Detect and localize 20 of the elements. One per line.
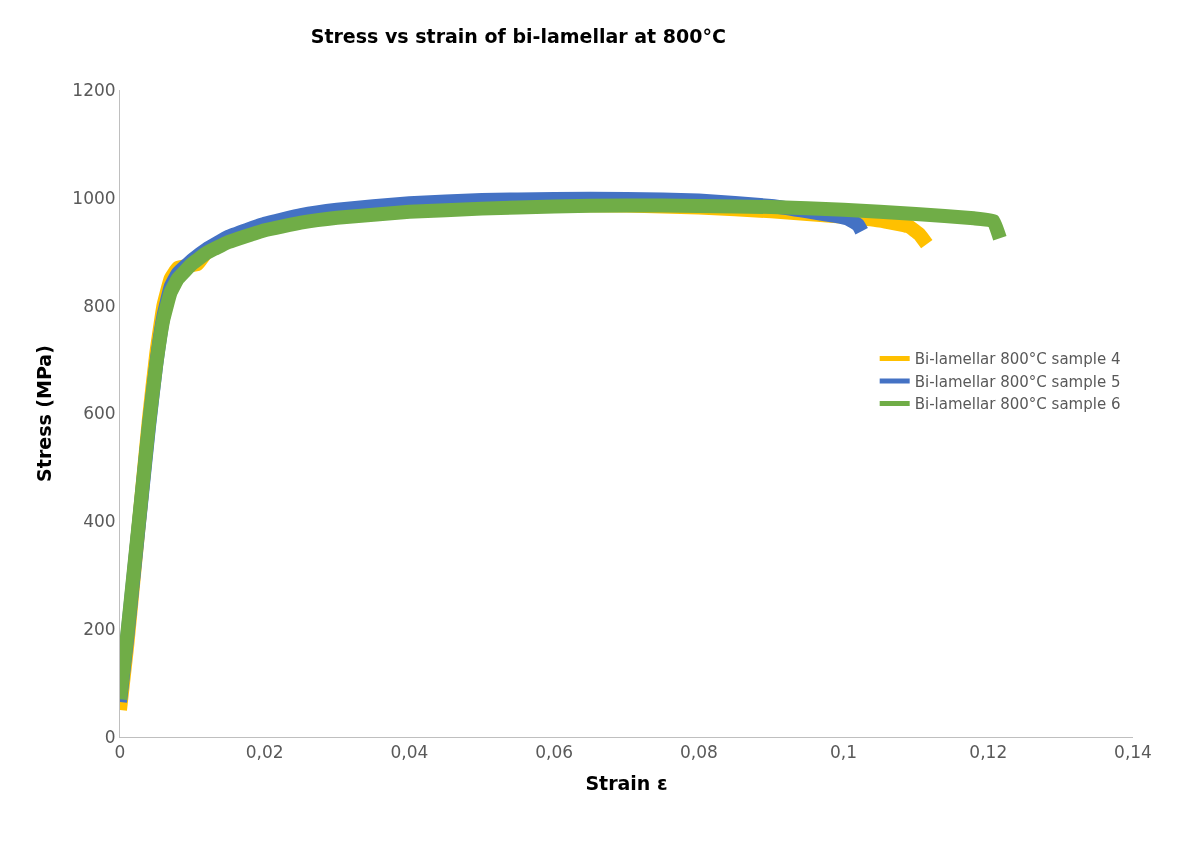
x-tick-label: 0,08 — [679, 742, 718, 763]
y-tick-label: 1000 — [72, 187, 116, 208]
x-tick-label: 0,04 — [390, 742, 429, 763]
x-tick-label: 0,06 — [535, 742, 574, 763]
x-tick-label: 0,02 — [245, 742, 284, 763]
x-tick-label: 0,1 — [830, 742, 858, 763]
x-axis-title: Strain ε — [585, 772, 668, 795]
legend-label: Bi-lamellar 800°C sample 5 — [914, 372, 1121, 391]
x-tick-label: 0,12 — [969, 742, 1008, 763]
y-tick-label: 600 — [83, 403, 116, 424]
y-tick-label: 400 — [83, 511, 116, 532]
y-tick-label: 800 — [83, 295, 116, 316]
y-axis-title: Stress (MPa) — [33, 345, 56, 482]
x-tick-label: 0,14 — [1114, 742, 1152, 763]
chart-title: Stress vs strain of bi-lamellar at 800°C — [310, 25, 726, 48]
y-tick-label: 1200 — [72, 79, 116, 100]
legend-label: Bi-lamellar 800°C sample 6 — [914, 395, 1121, 414]
legend-label: Bi-lamellar 800°C sample 4 — [914, 350, 1121, 369]
y-tick-label: 200 — [83, 619, 116, 640]
y-tick-label: 0 — [104, 726, 116, 747]
